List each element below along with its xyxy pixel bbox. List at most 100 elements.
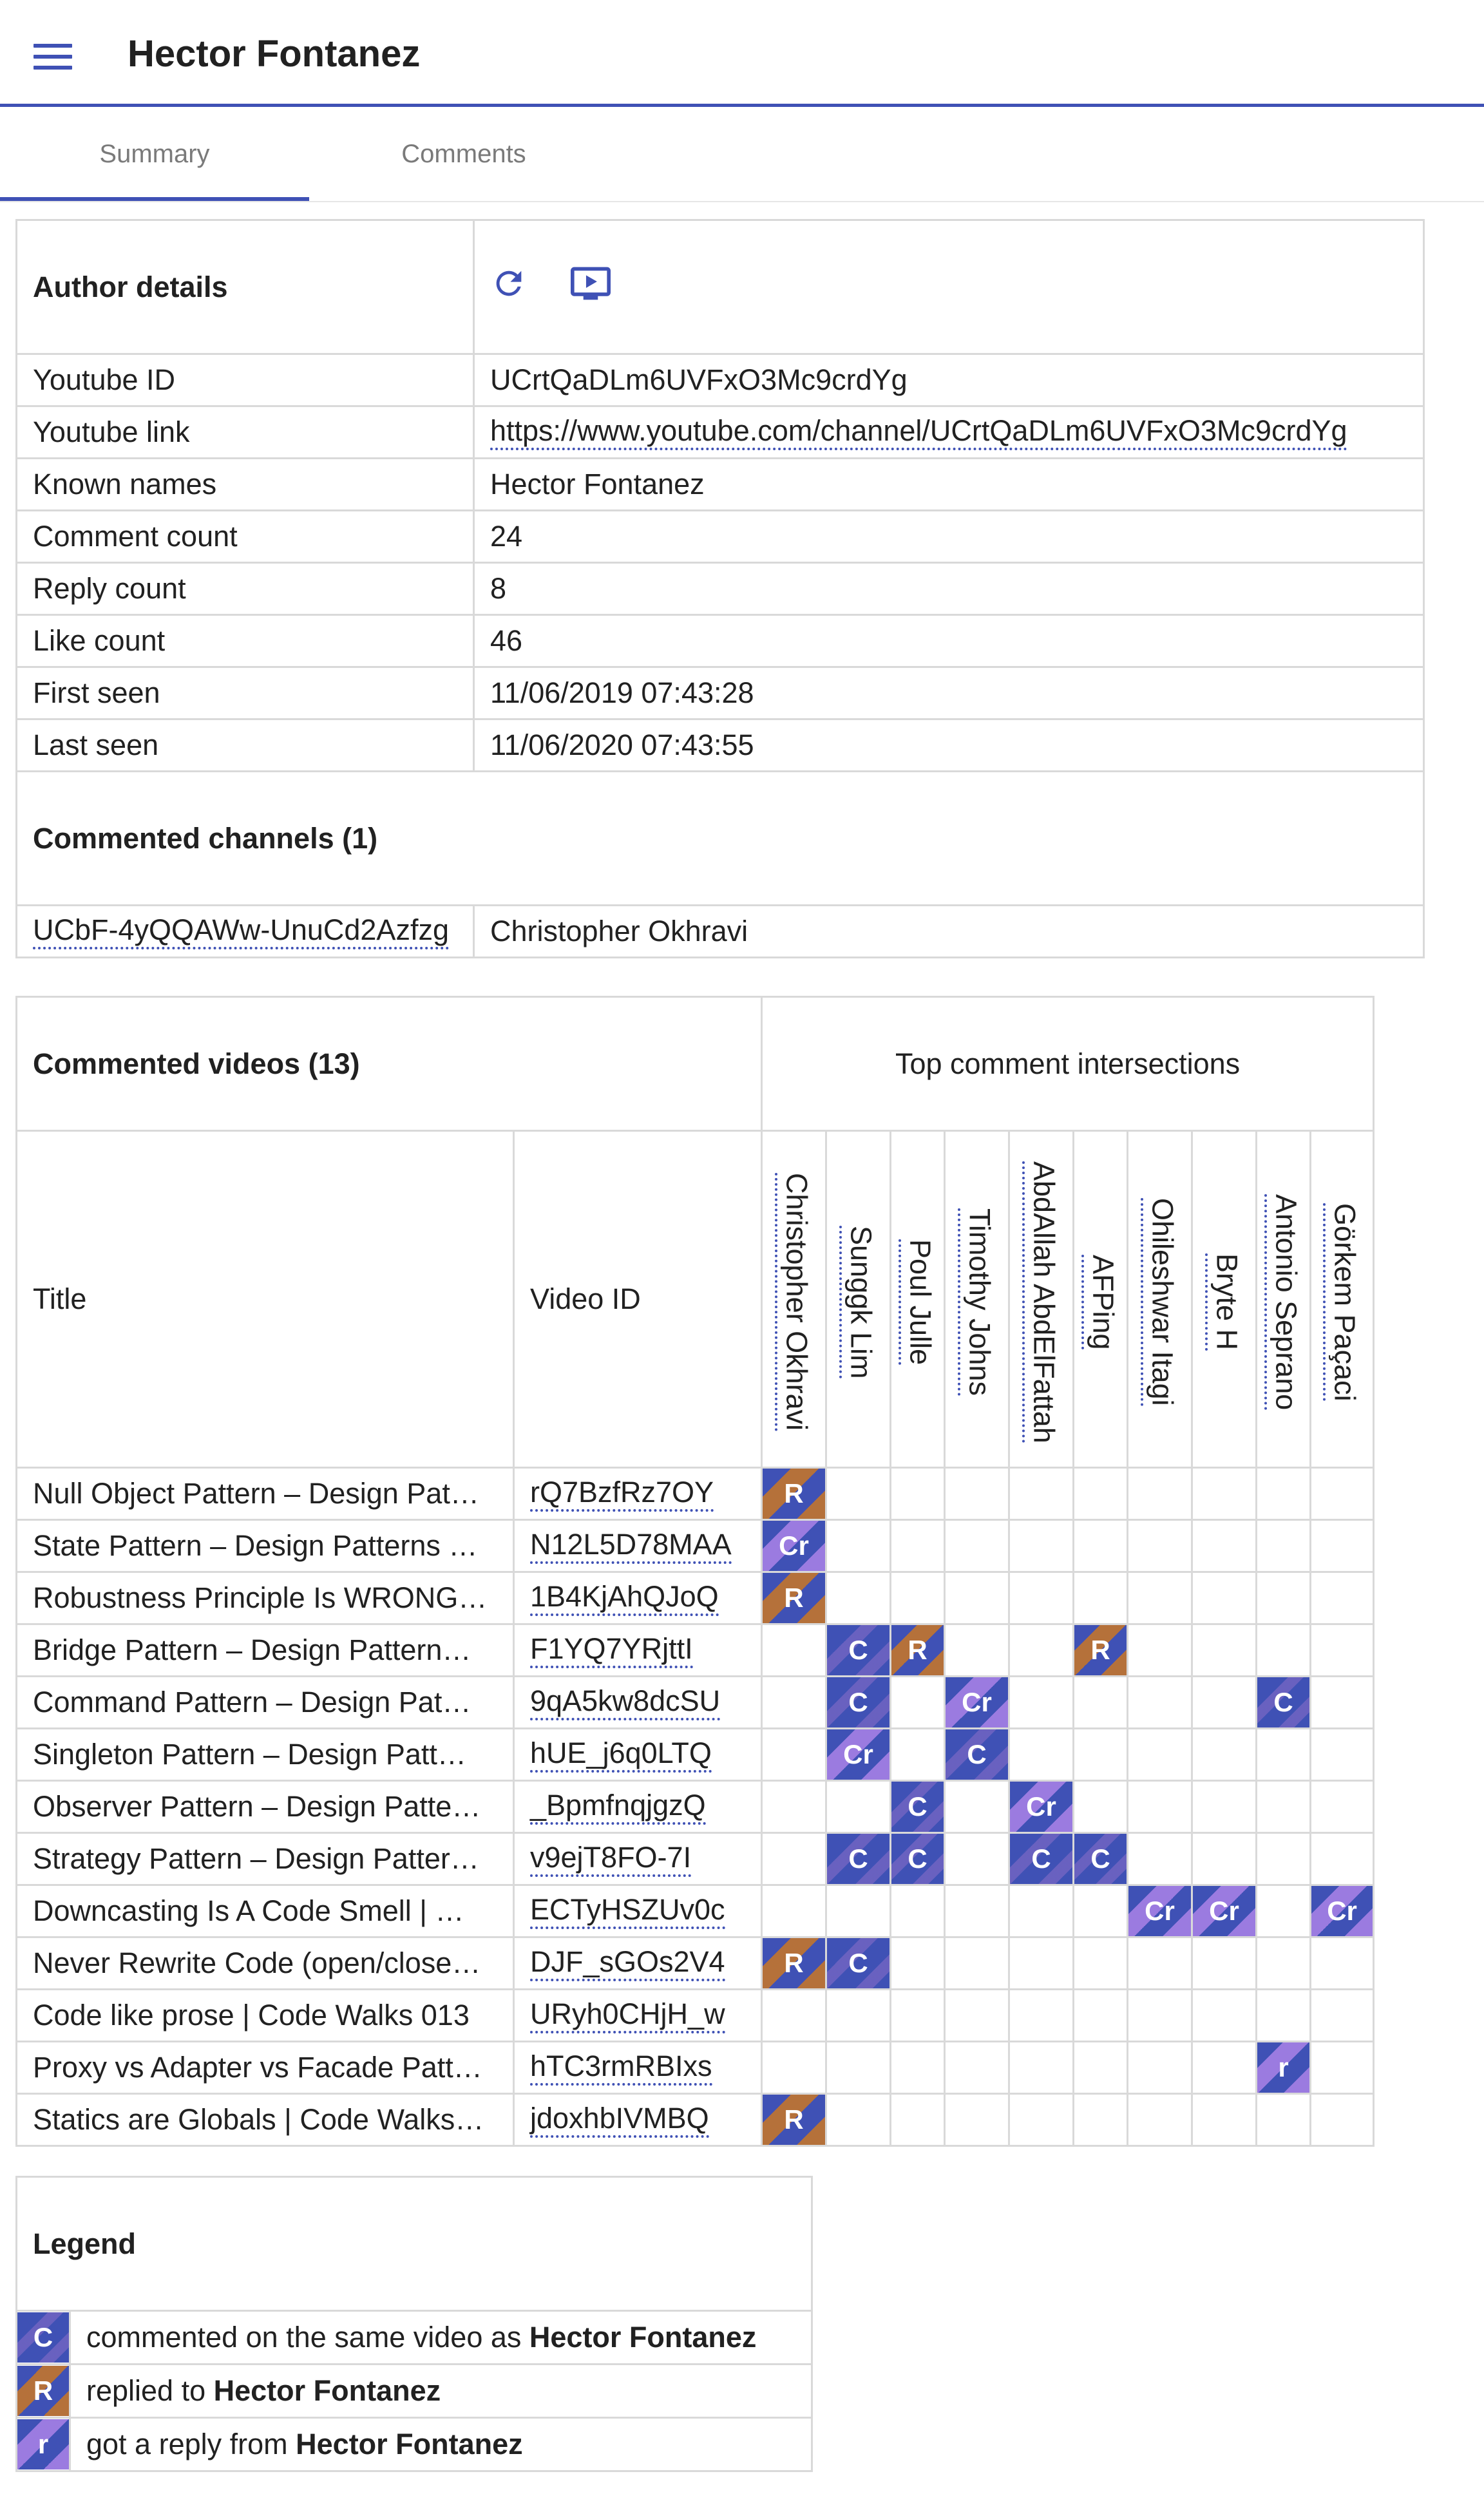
intersection-cell: R xyxy=(761,1936,827,1990)
intersection-cell xyxy=(1191,2093,1257,2147)
intersection-cell xyxy=(761,1884,827,1938)
intersection-cell xyxy=(1309,1936,1375,1990)
video-id-link[interactable]: N12L5D78MAA xyxy=(530,1528,732,1564)
video-id-link[interactable]: 9qA5kw8dcSU xyxy=(530,1684,721,1720)
intersection-user-link[interactable]: Görkem Paçaci xyxy=(1322,1203,1362,1402)
intersection-user-link[interactable]: Antonio Seprano xyxy=(1264,1194,1303,1411)
intersection-user-link[interactable]: Poul Julle xyxy=(898,1239,937,1365)
intersection-cell xyxy=(1072,1727,1128,1782)
video-id-cell: N12L5D78MAA xyxy=(513,1519,763,1573)
legend-table: Legend C commented on the same video as … xyxy=(15,2176,813,2472)
intersection-cell xyxy=(761,1780,827,1834)
video-id-link[interactable]: URyh0CHjH_w xyxy=(530,1997,725,2033)
channel-id-link[interactable]: UCbF-4yQQAWw-UnuCd2Azfzg xyxy=(33,913,449,949)
intersection-user-header: AbdAllah AbdElFattah xyxy=(1008,1130,1074,1469)
video-row: Robustness Principle Is WRONG… 1B4KjAhQJo… xyxy=(15,1571,1375,1625)
intersection-cell: R xyxy=(761,2093,827,2147)
video-id-cell: hTC3rmRBIxs xyxy=(513,2041,763,2095)
video-row: Proxy vs Adapter vs Facade Patt… hTC3rmRB… xyxy=(15,2041,1375,2095)
video-id-link[interactable]: _BpmfnqjgzQ xyxy=(530,1789,706,1825)
intersection-cell xyxy=(1191,1727,1257,1782)
tab-comments[interactable]: Comments xyxy=(401,140,526,168)
video-title: Null Object Pattern – Design Pat… xyxy=(15,1467,515,1521)
intersection-cell xyxy=(944,1988,1010,2042)
intersection-user-link[interactable]: AFPing xyxy=(1081,1254,1120,1350)
video-id-cell: hUE_j6q0LTQ xyxy=(513,1727,763,1782)
intersection-user-header: Sunggk Lim xyxy=(825,1130,891,1469)
play-screen-icon[interactable] xyxy=(568,263,613,310)
video-id-link[interactable]: DJF_sGOs2V4 xyxy=(530,1945,725,1981)
intersection-user-link[interactable]: Sunggk Lim xyxy=(839,1225,878,1379)
intersection-mark: Cr xyxy=(763,1521,824,1570)
intersection-cell xyxy=(1127,1936,1193,1990)
video-id-cell: ECTyHSZUv0c xyxy=(513,1884,763,1938)
intersection-cell xyxy=(1309,1675,1375,1729)
menu-icon[interactable] xyxy=(33,44,72,70)
video-id-cell: _BpmfnqjgzQ xyxy=(513,1780,763,1834)
intersection-mark: Cr xyxy=(946,1678,1007,1727)
intersections-heading: Top comment intersections xyxy=(760,996,1375,1132)
intersection-mark: C xyxy=(1011,1834,1072,1883)
video-id-link[interactable]: v9ejT8FO-7I xyxy=(530,1841,692,1877)
video-row: Bridge Pattern – Design Pattern… F1YQ7YRj… xyxy=(15,1623,1375,1677)
video-title: Strategy Pattern – Design Patter… xyxy=(15,1832,515,1886)
author-row: Youtube link https://www.youtube.com/chan… xyxy=(15,405,1425,459)
intersection-cell xyxy=(1072,1884,1128,1938)
intersection-cell xyxy=(1008,1936,1074,1990)
intersection-user-link[interactable]: Bryte H xyxy=(1204,1253,1244,1351)
intersection-cell xyxy=(889,1519,946,1573)
video-id-link[interactable]: rQ7BzfRz7OY xyxy=(530,1476,714,1512)
intersection-mark: C xyxy=(892,1834,943,1883)
intersection-mark: R xyxy=(763,1469,824,1518)
video-row: State Pattern – Design Patterns … N12L5D7… xyxy=(15,1519,1375,1573)
youtube-link[interactable]: https://www.youtube.com/channel/UCrtQaDL… xyxy=(490,414,1347,450)
intersection-cell xyxy=(1127,1727,1193,1782)
tab-summary[interactable]: Summary xyxy=(0,107,309,201)
intersection-cell: R xyxy=(761,1467,827,1521)
intersection-cell xyxy=(1191,2041,1257,2095)
video-id-cell: v9ejT8FO-7I xyxy=(513,1832,763,1886)
legend-symbol: r xyxy=(17,2419,69,2469)
intersection-user-link[interactable]: Ohileshwar Itagi xyxy=(1140,1198,1179,1406)
intersection-cell xyxy=(1191,1571,1257,1625)
page-title: Hector Fontanez xyxy=(128,33,421,75)
intersection-user-link[interactable]: Christopher Okhravi xyxy=(774,1173,813,1431)
video-id-link[interactable]: F1YQ7YRjttI xyxy=(530,1632,693,1668)
video-id-link[interactable]: 1B4KjAhQJoQ xyxy=(530,1580,719,1616)
intersection-cell xyxy=(1309,2041,1375,2095)
refresh-icon[interactable] xyxy=(490,265,528,309)
intersection-user-link[interactable]: Timothy Johns xyxy=(957,1208,996,1396)
intersection-cell xyxy=(1072,1519,1128,1573)
intersection-cell xyxy=(1309,1780,1375,1834)
intersection-cell: C xyxy=(889,1780,946,1834)
intersection-mark: Cr xyxy=(1312,1887,1372,1936)
intersection-cell xyxy=(761,1988,827,2042)
intersection-cell xyxy=(1191,1623,1257,1677)
channel-name: Christopher Okhravi xyxy=(473,904,1425,958)
video-id-link[interactable]: hUE_j6q0LTQ xyxy=(530,1737,712,1773)
video-id-link[interactable]: hTC3rmRBIxs xyxy=(530,2050,712,2086)
intersection-cell: C xyxy=(825,1623,891,1677)
intersection-cell xyxy=(1255,1467,1311,1521)
intersection-cell xyxy=(944,1519,1010,1573)
intersection-cell xyxy=(1127,1780,1193,1834)
intersection-cell xyxy=(1072,1988,1128,2042)
author-row: First seen 11/06/2019 07:43:28 xyxy=(15,666,1425,720)
intersection-cell xyxy=(1191,1936,1257,1990)
commented-videos-table: Commented videos (13) Top comment inters… xyxy=(15,996,1375,2147)
intersection-cell xyxy=(1191,1675,1257,1729)
video-id-link[interactable]: ECTyHSZUv0c xyxy=(530,1893,725,1929)
intersection-cell: R xyxy=(889,1623,946,1677)
intersection-user-link[interactable]: AbdAllah AbdElFattah xyxy=(1022,1161,1061,1443)
commented-channels-heading: Commented channels (1) xyxy=(15,770,1425,906)
video-id-link[interactable]: jdoxhbIVMBQ xyxy=(530,2102,709,2138)
intersection-cell xyxy=(1127,1467,1193,1521)
intersection-cell xyxy=(889,1467,946,1521)
author-row: Comment count 24 xyxy=(15,509,1425,564)
intersection-cell xyxy=(1255,1623,1311,1677)
intersection-cell xyxy=(889,1571,946,1625)
intersection-cell: Cr xyxy=(1127,1884,1193,1938)
intersection-cell xyxy=(825,1884,891,1938)
intersection-cell xyxy=(1191,1467,1257,1521)
intersection-mark: C xyxy=(828,1939,889,1988)
